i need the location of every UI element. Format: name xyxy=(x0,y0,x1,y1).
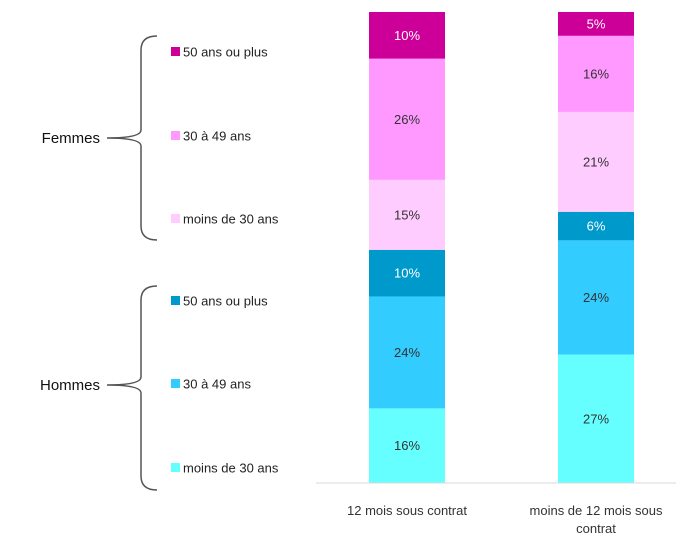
legend: 50 ans ou plus 30 à 49 ans moins de 30 ans… xyxy=(171,45,279,476)
legend-label: 30 à 49 ans xyxy=(183,129,251,144)
bars-layer: 16% 24% 10% 15% 26% 10% 27% 24% 6% 21% 16% 5% xyxy=(369,12,634,483)
legend-brace xyxy=(106,35,158,241)
bar-segment xyxy=(369,12,445,59)
bar-segment xyxy=(369,296,445,409)
group-label: Femmes xyxy=(42,130,100,147)
legend-swatch xyxy=(171,463,180,472)
data-label: 15% xyxy=(394,207,420,222)
bar-segment xyxy=(369,58,445,180)
data-label: 16% xyxy=(394,438,420,453)
data-label: 10% xyxy=(394,28,420,43)
x-tick-label: moins de 12 mois sous contrat xyxy=(530,503,663,536)
bar-segment xyxy=(558,35,634,112)
legend-label: 50 ans ou plus xyxy=(183,45,268,60)
data-label: 26% xyxy=(394,112,420,127)
data-label: 5% xyxy=(587,16,606,31)
bar-segment xyxy=(558,211,634,241)
bar-segment xyxy=(369,408,445,483)
bar-segment xyxy=(558,12,634,36)
category-labels: 12 mois sous contrat moins de 12 mois sou… xyxy=(347,503,663,536)
data-label: 6% xyxy=(587,219,606,234)
bar-segment xyxy=(558,111,634,212)
data-label: 16% xyxy=(583,66,609,81)
legend-swatch xyxy=(171,47,180,56)
legend-label: 30 à 49 ans xyxy=(183,377,251,392)
data-label: 24% xyxy=(583,290,609,305)
legend-braces: Femmes Hommes xyxy=(40,35,158,491)
bar-segment xyxy=(558,354,634,483)
legend-swatch xyxy=(171,214,180,223)
bar-segment xyxy=(558,240,634,355)
data-label: 21% xyxy=(583,154,609,169)
x-tick-label: 12 mois sous contrat xyxy=(347,503,467,518)
bar-segment xyxy=(369,179,445,250)
legend-swatch xyxy=(171,379,180,388)
legend-label: moins de 30 ans xyxy=(183,212,279,227)
group-label: Hommes xyxy=(40,377,100,394)
legend-label: moins de 30 ans xyxy=(183,461,279,476)
legend-swatch xyxy=(171,296,180,305)
legend-brace xyxy=(106,285,158,491)
bar-segment xyxy=(369,249,445,297)
data-label: 27% xyxy=(583,411,609,426)
legend-swatch xyxy=(171,131,180,140)
data-label: 10% xyxy=(394,266,420,281)
data-label: 24% xyxy=(394,345,420,360)
legend-label: 50 ans ou plus xyxy=(183,294,268,309)
